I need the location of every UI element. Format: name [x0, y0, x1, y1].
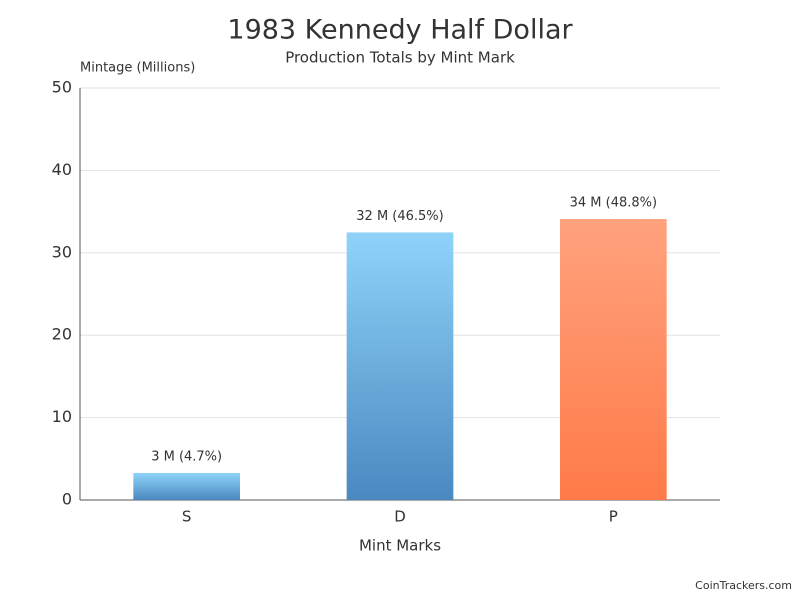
- y-tick-label: 30: [52, 242, 72, 261]
- y-tick-label: 0: [62, 490, 72, 509]
- data-label: 34 M (48.8%): [570, 196, 657, 211]
- bar: [560, 219, 667, 501]
- x-tick-label: S: [182, 508, 192, 526]
- x-tick-label: D: [394, 508, 406, 526]
- y-tick-label: 50: [52, 78, 72, 97]
- credit: CoinTrackers.com: [695, 579, 792, 592]
- data-label: 32 M (46.5%): [356, 209, 443, 224]
- data-label: 3 M (4.7%): [151, 449, 222, 464]
- y-tick-label: 10: [52, 407, 72, 426]
- bar: [346, 232, 454, 500]
- x-tick-label: P: [609, 508, 618, 526]
- chart-subtitle: Production Totals by Mint Mark: [285, 49, 515, 67]
- chart-title: 1983 Kennedy Half Dollar: [227, 15, 573, 46]
- x-axis-label: Mint Marks: [359, 537, 441, 555]
- bar: [133, 472, 240, 500]
- y-axis-label: Mintage (Millions): [80, 61, 195, 76]
- y-tick-label: 40: [52, 160, 72, 179]
- y-tick-label: 20: [52, 325, 72, 344]
